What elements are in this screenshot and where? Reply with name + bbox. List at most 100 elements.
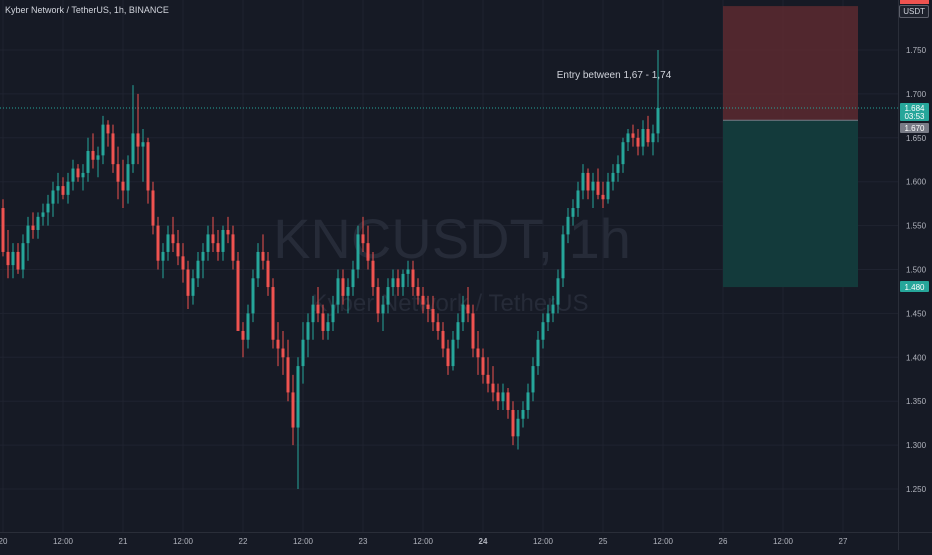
- watermark-symbol: KNCUSDT, 1h: [273, 207, 631, 270]
- candle: [291, 374, 295, 446]
- candle: [166, 225, 170, 261]
- long-position-tool[interactable]: [723, 6, 858, 288]
- y-tick-label: 1.400: [906, 353, 927, 362]
- candle-body: [186, 269, 190, 296]
- candle: [56, 172, 60, 204]
- candle: [446, 339, 450, 375]
- candle-body: [361, 234, 365, 244]
- candle-body: [621, 142, 625, 165]
- candle-body: [161, 251, 165, 261]
- candle-body: [366, 243, 370, 261]
- candle-body: [506, 392, 510, 410]
- candle: [281, 330, 285, 375]
- candle: [136, 93, 140, 165]
- candle-body: [151, 190, 155, 226]
- candle-body: [351, 269, 355, 288]
- candle: [146, 137, 150, 204]
- candle: [71, 159, 75, 191]
- candle-body: [356, 234, 360, 270]
- candle: [346, 278, 350, 314]
- candle: [461, 295, 465, 331]
- candle: [501, 383, 505, 410]
- candle: [226, 216, 230, 244]
- x-tick-label: 27: [839, 537, 848, 546]
- candle-body: [261, 251, 265, 261]
- candle: [261, 234, 265, 270]
- candle: [276, 322, 280, 367]
- candle: [456, 313, 460, 349]
- x-tick-label: 12:00: [413, 537, 434, 546]
- currency-button[interactable]: USDT: [899, 5, 929, 18]
- candle-body: [426, 304, 430, 310]
- candle: [631, 124, 635, 147]
- candle-body: [46, 203, 50, 213]
- candle-body: [246, 313, 250, 340]
- candle-body: [296, 366, 300, 428]
- current-price-label: 1.684: [904, 104, 925, 113]
- candle: [191, 269, 195, 305]
- candle-body: [626, 133, 630, 143]
- candle-body: [61, 186, 65, 195]
- candle: [656, 50, 660, 143]
- candle: [286, 339, 290, 402]
- candle: [106, 120, 110, 147]
- candle: [411, 260, 415, 296]
- candle-body: [546, 313, 550, 323]
- candle-body: [136, 133, 140, 147]
- candle: [426, 295, 430, 323]
- candle-body: [21, 243, 25, 270]
- candle-body: [221, 229, 225, 252]
- candle: [466, 287, 470, 323]
- candle-body: [101, 124, 105, 156]
- candle-body: [96, 155, 100, 160]
- candle-body: [121, 181, 125, 191]
- candle: [376, 278, 380, 323]
- candle-body: [331, 304, 335, 323]
- candle-body: [321, 313, 325, 331]
- candle: [196, 251, 200, 288]
- entry-annotation[interactable]: Entry between 1,67 - 1,74: [557, 70, 672, 81]
- candle: [161, 243, 165, 279]
- candle-body: [566, 216, 570, 235]
- candle: [61, 177, 65, 200]
- x-tick-label: 12:00: [293, 537, 314, 546]
- candle-body: [601, 194, 605, 200]
- candle: [476, 330, 480, 375]
- candle: [556, 269, 560, 314]
- candle-body: [31, 225, 35, 230]
- candle-body: [396, 278, 400, 288]
- target-price-badge: [900, 281, 929, 292]
- candle: [581, 164, 585, 200]
- watermark-name: Kyber Network / TetherUS: [312, 290, 589, 317]
- target-price-label: 1.480: [904, 283, 925, 292]
- candle-body: [181, 256, 185, 270]
- candle-body: [26, 225, 30, 244]
- candle-body: [251, 278, 255, 314]
- candle-body: [271, 287, 275, 340]
- candle-body: [376, 287, 380, 314]
- x-tick-label: 12:00: [53, 537, 74, 546]
- candle-body: [416, 287, 420, 296]
- candle: [316, 287, 320, 323]
- candle-body: [336, 278, 340, 305]
- candle-body: [456, 322, 460, 340]
- candle-body: [226, 229, 230, 235]
- entry-price-label: 1.670: [904, 124, 925, 133]
- candle-body: [441, 330, 445, 349]
- candle-body: [391, 278, 395, 288]
- stop-price-badge: [900, 0, 929, 4]
- candle: [531, 357, 535, 402]
- candle-body: [141, 142, 145, 147]
- candle: [386, 278, 390, 314]
- candle: [216, 229, 220, 261]
- candle: [311, 295, 315, 340]
- candle: [436, 313, 440, 340]
- x-tick-label: 12:00: [653, 537, 674, 546]
- candle: [571, 199, 575, 226]
- candle: [151, 181, 155, 235]
- candle-body: [176, 243, 180, 257]
- y-tick-label: 1.550: [906, 222, 927, 231]
